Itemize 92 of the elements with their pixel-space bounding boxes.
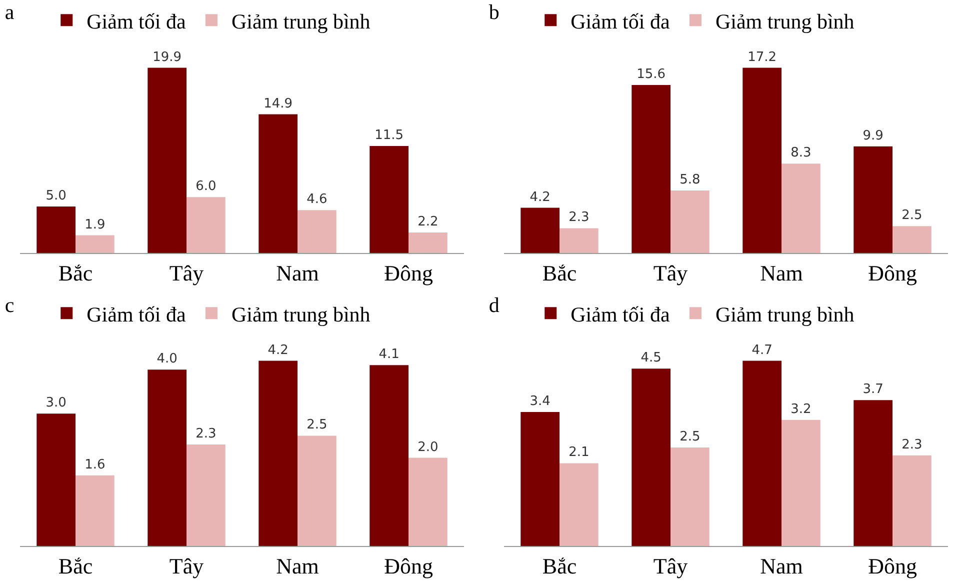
legend-label: Giảm trung bình	[715, 9, 855, 34]
bar	[892, 455, 932, 546]
bar	[258, 114, 298, 253]
bar	[520, 208, 560, 253]
data-label: 2.3	[196, 426, 216, 442]
data-label: 4.2	[268, 342, 288, 358]
bar	[560, 463, 598, 546]
data-label: 19.9	[152, 50, 182, 65]
data-label: 15.6	[636, 66, 666, 82]
data-label: 6.0	[196, 179, 216, 194]
data-label: 4.7	[752, 342, 772, 358]
data-label: 1.6	[84, 457, 106, 472]
bar	[148, 370, 186, 546]
chart-title: d	[488, 293, 500, 318]
legend-label: Giảm tối đa	[86, 9, 186, 34]
bar	[892, 226, 932, 253]
bar	[854, 146, 892, 253]
data-label: 8.3	[790, 146, 812, 161]
data-label: 9.9	[862, 128, 884, 144]
bar	[148, 68, 186, 253]
legend-label: Giảm trung bình	[715, 302, 855, 326]
bar	[258, 360, 298, 546]
legend-label: Giảm trung bình	[231, 302, 371, 326]
bar	[854, 400, 892, 546]
bar	[76, 475, 114, 546]
data-label: 2.2	[418, 214, 438, 230]
bar	[370, 146, 408, 253]
data-label: 2.1	[568, 445, 590, 460]
bar	[408, 232, 448, 253]
bar	[408, 458, 448, 546]
bar	[76, 235, 114, 253]
x-tick-label: Đông	[384, 553, 433, 578]
data-label: 4.0	[156, 352, 178, 367]
data-label: 2.3	[902, 437, 922, 452]
bar	[782, 164, 820, 253]
x-tick-label: Bắc	[542, 553, 577, 578]
data-label: 2.5	[306, 418, 328, 433]
bar	[298, 210, 336, 253]
bar	[632, 84, 670, 253]
legend-label: Giảm tối đa	[570, 302, 670, 326]
data-label: 17.2	[748, 50, 777, 65]
bar	[742, 360, 782, 546]
data-label: 4.2	[530, 190, 550, 205]
data-label: 3.7	[862, 382, 884, 398]
bar	[36, 206, 76, 253]
bar	[632, 368, 670, 546]
bar	[36, 414, 76, 546]
data-label: 4.6	[306, 192, 328, 208]
x-tick-label: Bắc	[58, 260, 93, 286]
bar	[186, 444, 226, 546]
data-label: 3.0	[46, 396, 66, 411]
data-label: 4.1	[378, 347, 400, 362]
data-label: 4.5	[640, 350, 662, 366]
data-label: 11.5	[374, 128, 404, 143]
bar	[670, 447, 710, 546]
data-label: 14.9	[264, 96, 293, 112]
bar	[560, 228, 598, 253]
data-label: 1.9	[84, 217, 106, 232]
x-tick-label: Bắc	[58, 553, 93, 578]
legend-label: Giảm trung bình	[231, 9, 371, 34]
data-label: 3.4	[530, 394, 550, 409]
x-tick-label: Tây	[169, 260, 204, 286]
data-label: 3.2	[790, 402, 812, 417]
data-label: 2.0	[418, 440, 438, 455]
chart-title: c	[4, 293, 14, 318]
x-tick-label: Đông	[868, 260, 917, 286]
bar	[742, 68, 782, 253]
x-tick-label: Bắc	[542, 260, 577, 286]
x-tick-label: Nam	[276, 553, 319, 578]
legend-label: Giảm tối đa	[570, 9, 670, 34]
x-tick-label: Tây	[653, 260, 688, 286]
data-label: 5.8	[680, 172, 700, 188]
x-tick-label: Nam	[276, 260, 319, 286]
x-tick-label: Đông	[384, 260, 433, 286]
x-tick-label: Nam	[760, 553, 803, 578]
bar	[670, 190, 710, 253]
bar	[186, 197, 226, 253]
data-label: 2.3	[568, 210, 590, 226]
chart-title: a	[4, 0, 15, 24]
chart-title: b	[488, 0, 500, 24]
legend-label: Giảm tối đa	[86, 302, 186, 326]
bar	[370, 365, 408, 546]
x-tick-label: Đông	[868, 553, 917, 578]
x-tick-label: Tây	[653, 553, 688, 578]
bar	[782, 420, 820, 546]
data-label: 5.0	[46, 188, 66, 204]
x-tick-label: Tây	[169, 553, 204, 578]
data-label: 2.5	[680, 429, 700, 444]
data-label: 2.5	[902, 208, 922, 224]
x-tick-label: Nam	[760, 260, 803, 286]
bar	[520, 412, 560, 546]
bar	[298, 436, 336, 546]
